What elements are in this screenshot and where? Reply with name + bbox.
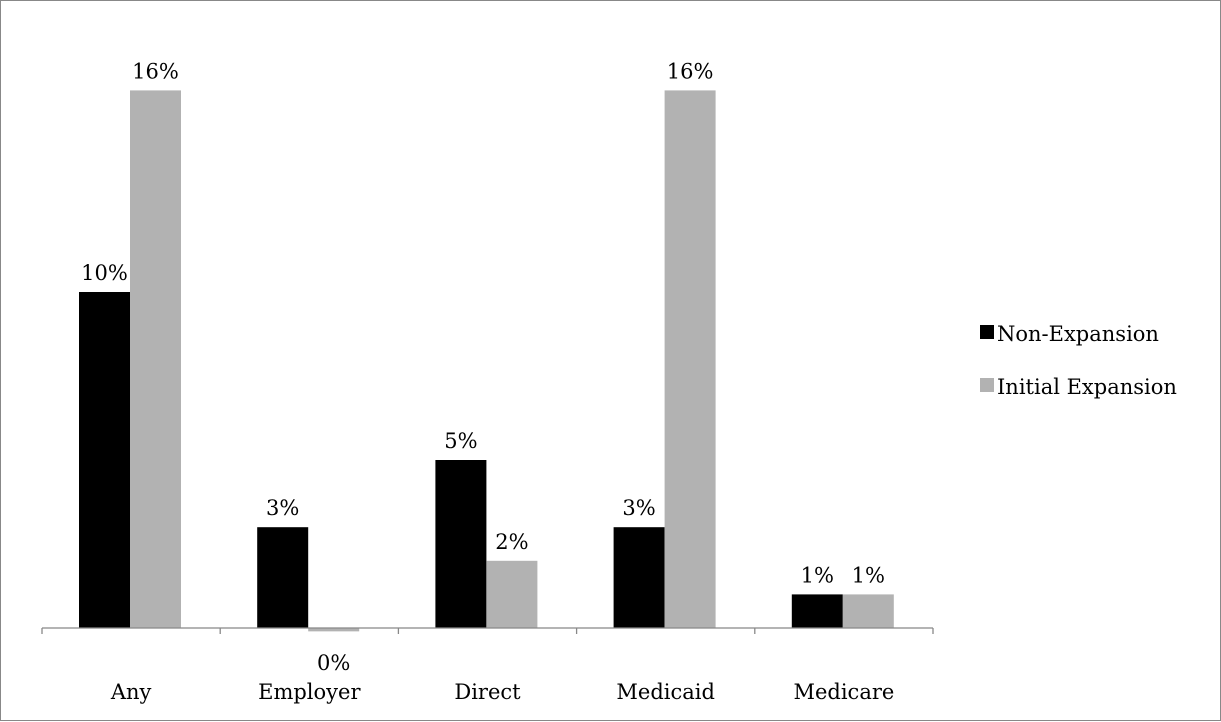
data-label: 1%	[852, 563, 885, 587]
legend-swatch-initial-expansion	[980, 378, 994, 392]
x-tick-label-employer: Employer	[258, 680, 361, 704]
data-label: 0%	[317, 651, 350, 675]
x-axis	[41, 627, 934, 634]
data-labels: 10% 16% 3% 0% 5% 2% 3% 16% 1% 1%	[81, 59, 885, 675]
bar-non-expansion-any	[79, 292, 130, 628]
legend: Non-Expansion Initial Expansion	[980, 322, 1177, 399]
x-tick-label-medicare: Medicare	[793, 680, 894, 704]
x-tick-labels: Any Employer Direct Medicaid Medicare	[110, 680, 895, 704]
bar-initial-expansion-medicaid	[664, 90, 716, 628]
bars-layer	[79, 90, 894, 632]
bar-non-expansion-direct	[435, 460, 487, 628]
data-label: 10%	[81, 261, 128, 285]
data-label: 16%	[132, 59, 179, 83]
bar-non-expansion-employer	[257, 527, 309, 628]
data-label: 3%	[622, 496, 655, 520]
data-label: 5%	[444, 429, 477, 453]
data-label: 3%	[266, 496, 299, 520]
x-tick-label-medicaid: Medicaid	[616, 680, 715, 704]
bar-non-expansion-medicaid	[613, 527, 665, 628]
bar-initial-expansion-any	[130, 90, 181, 628]
bar-initial-expansion-medicare	[842, 594, 894, 628]
bar-non-expansion-medicare	[791, 594, 843, 628]
data-label: 1%	[801, 563, 834, 587]
x-tick-label-any: Any	[110, 680, 152, 704]
data-label: 2%	[495, 530, 528, 554]
bar-initial-expansion-employer	[308, 628, 360, 632]
legend-label-non-expansion: Non-Expansion	[997, 322, 1159, 346]
legend-label-initial-expansion: Initial Expansion	[997, 375, 1177, 399]
data-label: 16%	[667, 59, 714, 83]
x-tick-label-direct: Direct	[454, 680, 521, 704]
legend-swatch-non-expansion	[980, 325, 994, 339]
bar-initial-expansion-direct	[486, 560, 538, 628]
